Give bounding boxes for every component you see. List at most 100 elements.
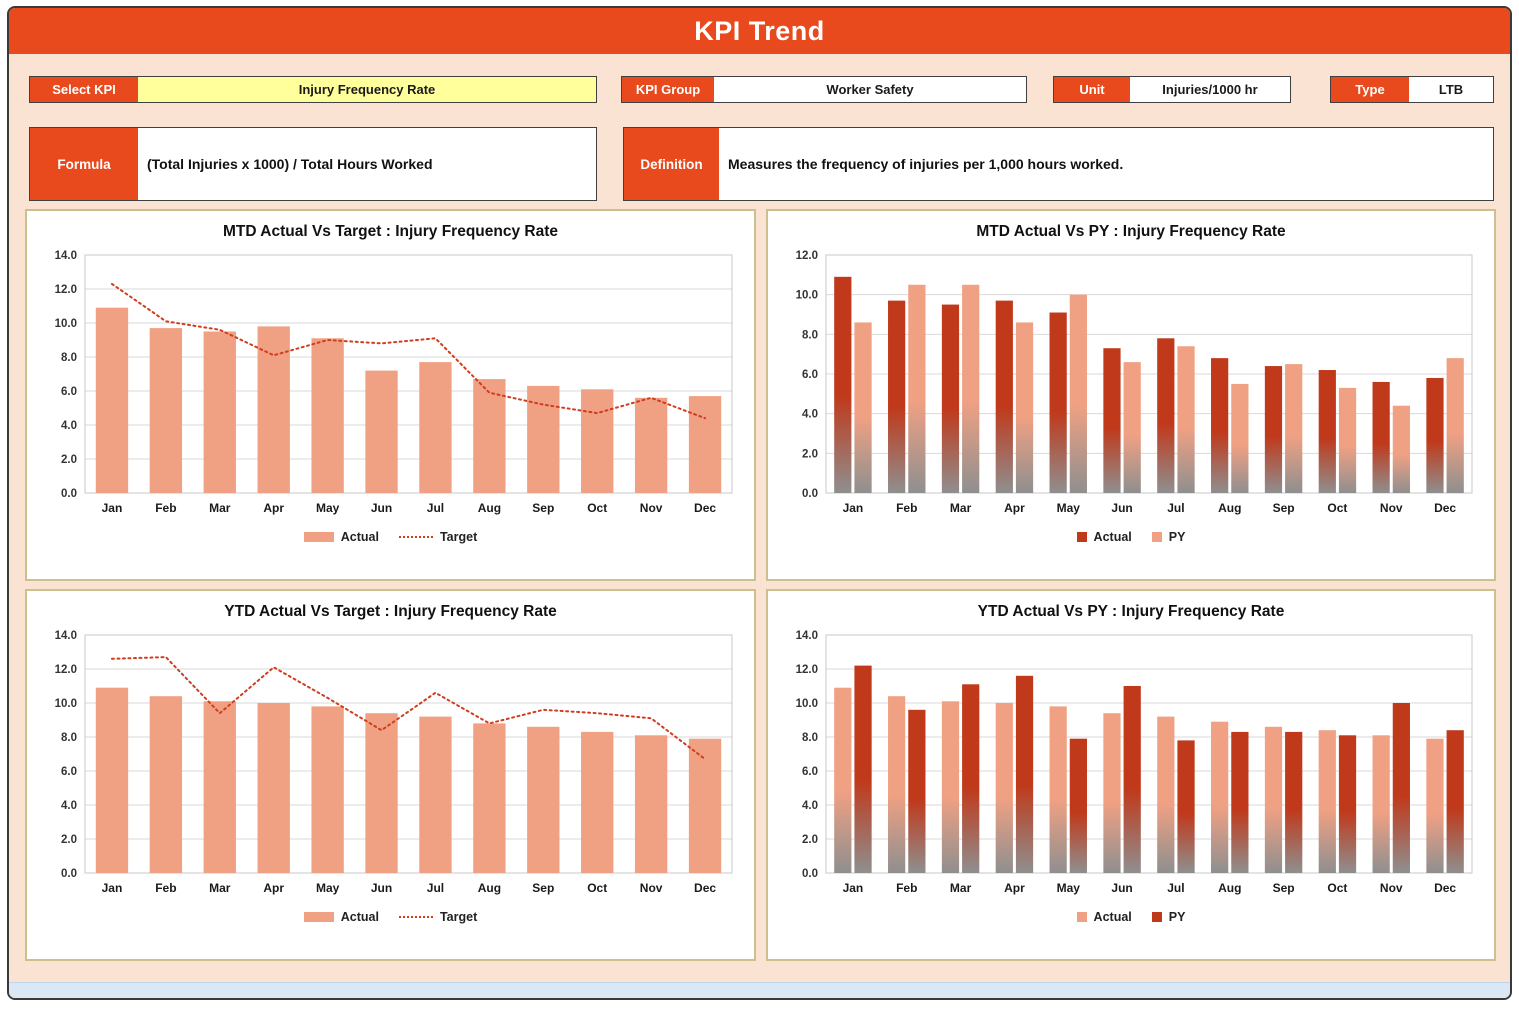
svg-text:Mar: Mar [209,881,231,895]
svg-text:Jan: Jan [843,881,864,895]
svg-text:Aug: Aug [1218,881,1241,895]
legend-item-actual: Actual [303,910,379,924]
kpi-group-label: KPI Group [622,77,714,102]
svg-text:2.0: 2.0 [61,834,77,846]
svg-text:May: May [1057,501,1081,515]
svg-text:0.0: 0.0 [61,488,77,500]
svg-text:Dec: Dec [1434,501,1456,515]
svg-text:Sep: Sep [532,881,554,895]
ytd-actual-vs-py-chart: 0.0 2.0 4.0 6.0 8.0 10.0 12.0 14.0 Jan Feb Mar Apr M… [778,625,1484,901]
svg-text:Mar: Mar [209,501,231,515]
legend-label: Actual [1093,910,1132,924]
svg-text:Feb: Feb [896,881,917,895]
unit-label: Unit [1054,77,1130,102]
formula-box: Formula (Total Injuries x 1000) / Total … [29,127,597,201]
legend-label: Actual [340,530,379,544]
svg-text:4.0: 4.0 [61,800,77,812]
svg-text:Dec: Dec [694,501,716,515]
definition-box: Definition Measures the frequency of inj… [623,127,1494,201]
chart-panel-ytd-actual-vs-target: YTD Actual Vs Target : Injury Frequency … [25,589,756,961]
type-label: Type [1331,77,1409,102]
legend-item-actual: Actual [1076,530,1132,544]
chart-panel-ytd-actual-vs-py: YTD Actual Vs PY : Injury Frequency Rate… [766,589,1496,961]
svg-text:Jul: Jul [1167,501,1184,515]
svg-text:12.0: 12.0 [55,664,77,676]
legend-label: Target [439,530,478,544]
actual-bar-swatch [1076,912,1087,922]
legend-label: PY [1168,530,1186,544]
svg-text:Apr: Apr [1004,881,1025,895]
legend-item-actual: Actual [303,530,379,544]
charts-grid: MTD Actual Vs Target : Injury Frequency … [9,201,1510,961]
chart-title: YTD Actual Vs PY : Injury Frequency Rate [977,603,1285,620]
svg-text:Feb: Feb [896,501,917,515]
svg-text:Aug: Aug [478,881,501,895]
target-dotted-line-swatch [398,916,433,918]
svg-text:2.0: 2.0 [802,448,818,460]
kpi-group-control: KPI Group Worker Safety [621,76,1027,103]
type-value: LTB [1409,77,1493,102]
svg-text:Nov: Nov [640,881,663,895]
svg-text:Mar: Mar [950,501,972,515]
spacer [1027,76,1053,103]
svg-text:2.0: 2.0 [61,454,77,466]
chart-title: YTD Actual Vs Target : Injury Frequency … [224,603,557,620]
legend-item-actual: Actual [1076,910,1132,924]
svg-text:Jan: Jan [843,501,864,515]
formula-value: (Total Injuries x 1000) / Total Hours Wo… [138,128,596,200]
svg-text:10.0: 10.0 [55,318,77,330]
svg-text:Feb: Feb [155,501,176,515]
legend-label: Actual [340,910,379,924]
svg-text:Dec: Dec [1434,881,1456,895]
svg-text:Dec: Dec [694,881,716,895]
svg-text:10.0: 10.0 [55,698,77,710]
svg-text:Jun: Jun [1111,501,1132,515]
controls-section: Select KPI Injury Frequency Rate KPI Gro… [9,54,1510,201]
chart-legend: Actual PY [778,901,1484,933]
chart-svg: 0.0 2.0 4.0 6.0 8.0 10.0 12.0 14.0 Jan Feb Mar Apr M… [796,630,1473,895]
actual-bar-swatch [303,532,334,542]
svg-text:Jun: Jun [371,501,392,515]
svg-text:Jun: Jun [371,881,392,895]
svg-text:10.0: 10.0 [796,698,818,710]
select-kpi-label: Select KPI [30,77,138,102]
spacer [597,76,621,103]
kpi-group-value: Worker Safety [714,77,1026,102]
select-kpi-control: Select KPI Injury Frequency Rate [29,76,597,103]
spacer [597,127,623,201]
legend-item-target: Target [398,530,478,544]
svg-text:6.0: 6.0 [61,766,77,778]
chart-title: MTD Actual Vs PY : Injury Frequency Rate [976,223,1286,240]
svg-text:0.0: 0.0 [61,868,77,880]
actual-bar-swatch [303,912,334,922]
chart-legend: Actual PY [778,521,1484,553]
mtd-actual-vs-target-chart: 0.0 2.0 4.0 6.0 8.0 10.0 12.0 14.0 Jan Feb Mar Apr M… [37,245,744,521]
svg-text:May: May [1057,881,1081,895]
legend-label: Target [439,910,478,924]
select-kpi-value[interactable]: Injury Frequency Rate [138,77,596,102]
chart-svg: 0.0 2.0 4.0 6.0 8.0 10.0 12.0 14.0 Jan Feb Mar Apr M… [55,250,733,515]
legend-item-target: Target [398,910,478,924]
svg-text:8.0: 8.0 [802,732,818,744]
py-bar-swatch [1151,532,1162,542]
svg-text:Jul: Jul [427,881,444,895]
svg-text:Feb: Feb [155,881,176,895]
svg-text:8.0: 8.0 [802,329,818,341]
svg-text:Nov: Nov [640,501,663,515]
py-bar-swatch [1151,912,1162,922]
svg-text:0.0: 0.0 [802,868,818,880]
definition-value: Measures the frequency of injuries per 1… [719,128,1493,200]
chart-legend: Actual Target [37,901,744,933]
svg-text:Mar: Mar [950,881,972,895]
svg-text:Sep: Sep [1273,501,1295,515]
svg-text:14.0: 14.0 [55,630,77,642]
svg-text:Oct: Oct [1327,501,1347,515]
svg-text:6.0: 6.0 [61,386,77,398]
svg-text:Jun: Jun [1111,881,1132,895]
svg-text:Nov: Nov [1380,501,1403,515]
svg-text:12.0: 12.0 [55,284,77,296]
svg-text:Apr: Apr [1004,501,1025,515]
svg-text:Nov: Nov [1380,881,1403,895]
formula-definition-row: Formula (Total Injuries x 1000) / Total … [29,127,1494,201]
bottom-strip [9,982,1510,998]
